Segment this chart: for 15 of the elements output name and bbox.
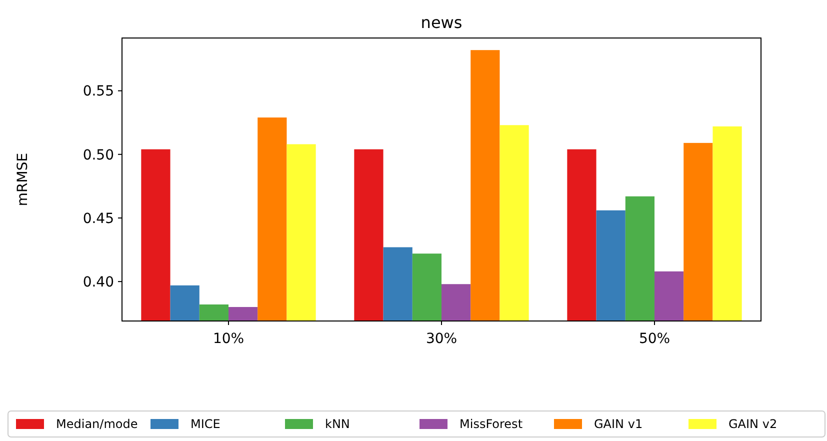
chart-title: news <box>420 13 462 32</box>
y-axis-title: mRMSE <box>15 152 31 206</box>
legend-label: MissForest <box>460 417 523 432</box>
x-tick-label: 30% <box>426 331 458 347</box>
y-tick-label: 0.45 <box>82 210 114 227</box>
y-tick-label: 0.40 <box>82 274 114 290</box>
legend-label: GAIN v1 <box>594 417 643 432</box>
legend-label: Median/mode <box>56 417 138 432</box>
y-tick-label: 0.50 <box>82 147 114 164</box>
y-tick-label: 0.55 <box>82 84 114 100</box>
x-tick-label: 10% <box>212 331 244 347</box>
legend-label: GAIN v2 <box>728 417 778 432</box>
x-tick-label: 50% <box>638 331 670 347</box>
legend-label: kNN <box>325 417 350 432</box>
legend-label: MICE <box>190 417 220 432</box>
